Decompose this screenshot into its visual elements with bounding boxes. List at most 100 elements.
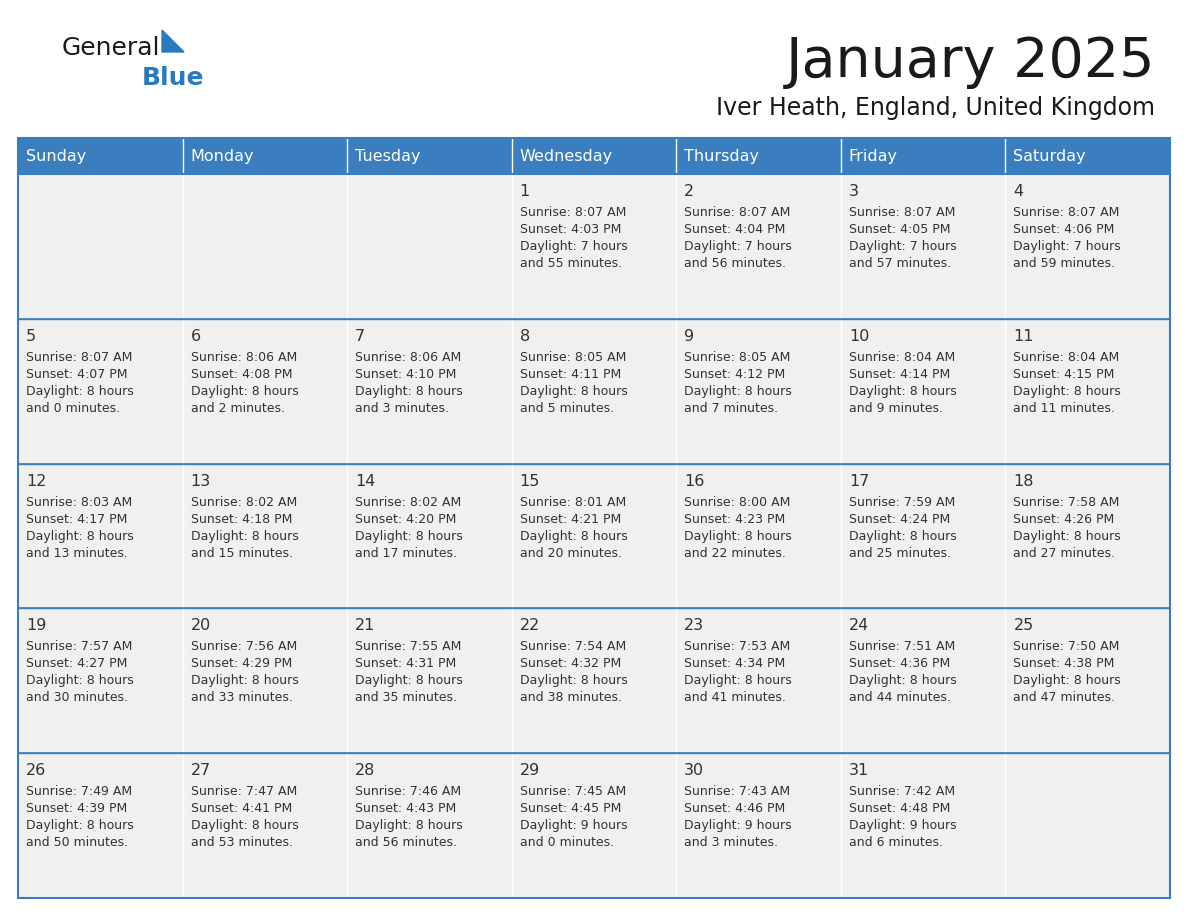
Text: and 5 minutes.: and 5 minutes. <box>519 402 614 415</box>
Bar <box>512 319 676 464</box>
Text: Sunset: 4:12 PM: Sunset: 4:12 PM <box>684 368 785 381</box>
Bar <box>1005 174 1170 319</box>
Bar <box>347 753 512 898</box>
Bar <box>18 319 183 464</box>
Text: Sunrise: 8:01 AM: Sunrise: 8:01 AM <box>519 496 626 509</box>
Text: 9: 9 <box>684 329 695 344</box>
Text: Sunset: 4:08 PM: Sunset: 4:08 PM <box>190 368 292 381</box>
Bar <box>841 319 1005 464</box>
Text: Sunrise: 8:06 AM: Sunrise: 8:06 AM <box>355 351 461 364</box>
Text: Sunset: 4:38 PM: Sunset: 4:38 PM <box>1013 657 1114 670</box>
Text: Monday: Monday <box>190 149 254 163</box>
Text: Daylight: 8 hours: Daylight: 8 hours <box>26 819 134 833</box>
Text: Daylight: 8 hours: Daylight: 8 hours <box>26 675 134 688</box>
Text: Daylight: 8 hours: Daylight: 8 hours <box>684 530 792 543</box>
Text: 21: 21 <box>355 619 375 633</box>
Text: Daylight: 8 hours: Daylight: 8 hours <box>1013 530 1121 543</box>
Bar <box>676 464 841 609</box>
Text: Sunrise: 8:05 AM: Sunrise: 8:05 AM <box>519 351 626 364</box>
Text: Saturday: Saturday <box>1013 149 1086 163</box>
Bar <box>18 174 183 319</box>
Text: and 0 minutes.: and 0 minutes. <box>26 402 120 415</box>
Bar <box>347 609 512 753</box>
Text: Daylight: 7 hours: Daylight: 7 hours <box>1013 240 1121 253</box>
Text: Sunset: 4:10 PM: Sunset: 4:10 PM <box>355 368 456 381</box>
Bar <box>1005 609 1170 753</box>
Text: Daylight: 8 hours: Daylight: 8 hours <box>519 530 627 543</box>
Text: 13: 13 <box>190 474 210 488</box>
Text: 3: 3 <box>849 184 859 199</box>
Text: Daylight: 8 hours: Daylight: 8 hours <box>684 675 792 688</box>
Text: Wednesday: Wednesday <box>519 149 613 163</box>
Text: Sunrise: 7:42 AM: Sunrise: 7:42 AM <box>849 785 955 798</box>
Text: Sunset: 4:07 PM: Sunset: 4:07 PM <box>26 368 127 381</box>
Bar <box>347 319 512 464</box>
Text: and 11 minutes.: and 11 minutes. <box>1013 402 1116 415</box>
Text: Sunset: 4:46 PM: Sunset: 4:46 PM <box>684 802 785 815</box>
Text: 17: 17 <box>849 474 870 488</box>
Text: 26: 26 <box>26 763 46 778</box>
Bar <box>676 319 841 464</box>
Text: Sunset: 4:06 PM: Sunset: 4:06 PM <box>1013 223 1114 236</box>
Text: Daylight: 8 hours: Daylight: 8 hours <box>355 530 463 543</box>
Text: and 20 minutes.: and 20 minutes. <box>519 546 621 560</box>
Text: Sunset: 4:31 PM: Sunset: 4:31 PM <box>355 657 456 670</box>
Text: Sunset: 4:04 PM: Sunset: 4:04 PM <box>684 223 785 236</box>
Text: and 25 minutes.: and 25 minutes. <box>849 546 950 560</box>
Bar <box>347 174 512 319</box>
Text: Sunrise: 7:46 AM: Sunrise: 7:46 AM <box>355 785 461 798</box>
Text: and 17 minutes.: and 17 minutes. <box>355 546 457 560</box>
Text: 10: 10 <box>849 329 870 344</box>
Text: Daylight: 8 hours: Daylight: 8 hours <box>190 819 298 833</box>
Bar <box>676 174 841 319</box>
Text: Daylight: 8 hours: Daylight: 8 hours <box>849 385 956 397</box>
Text: Daylight: 7 hours: Daylight: 7 hours <box>684 240 792 253</box>
Bar <box>18 138 1170 174</box>
Text: and 7 minutes.: and 7 minutes. <box>684 402 778 415</box>
Bar <box>18 138 1170 898</box>
Bar <box>841 753 1005 898</box>
Text: Sunset: 4:29 PM: Sunset: 4:29 PM <box>190 657 292 670</box>
Text: and 44 minutes.: and 44 minutes. <box>849 691 950 704</box>
Bar <box>512 609 676 753</box>
Text: Daylight: 8 hours: Daylight: 8 hours <box>1013 385 1121 397</box>
Bar <box>676 609 841 753</box>
Text: Sunrise: 7:54 AM: Sunrise: 7:54 AM <box>519 641 626 654</box>
Text: General: General <box>62 36 160 60</box>
Bar <box>1005 319 1170 464</box>
Text: Sunset: 4:32 PM: Sunset: 4:32 PM <box>519 657 621 670</box>
Text: Sunset: 4:48 PM: Sunset: 4:48 PM <box>849 802 950 815</box>
Text: 11: 11 <box>1013 329 1034 344</box>
Text: Sunset: 4:17 PM: Sunset: 4:17 PM <box>26 512 127 526</box>
Text: and 33 minutes.: and 33 minutes. <box>190 691 292 704</box>
Bar <box>512 464 676 609</box>
Text: and 47 minutes.: and 47 minutes. <box>1013 691 1116 704</box>
Text: 24: 24 <box>849 619 870 633</box>
Text: 25: 25 <box>1013 619 1034 633</box>
Text: and 2 minutes.: and 2 minutes. <box>190 402 285 415</box>
Text: and 22 minutes.: and 22 minutes. <box>684 546 786 560</box>
Text: Sunset: 4:24 PM: Sunset: 4:24 PM <box>849 512 950 526</box>
Text: Daylight: 8 hours: Daylight: 8 hours <box>1013 675 1121 688</box>
Text: Sunrise: 7:57 AM: Sunrise: 7:57 AM <box>26 641 132 654</box>
Text: Sunset: 4:20 PM: Sunset: 4:20 PM <box>355 512 456 526</box>
Text: 15: 15 <box>519 474 541 488</box>
Text: Blue: Blue <box>143 66 204 90</box>
Text: and 59 minutes.: and 59 minutes. <box>1013 257 1116 270</box>
Text: 14: 14 <box>355 474 375 488</box>
Text: 28: 28 <box>355 763 375 778</box>
Text: 31: 31 <box>849 763 870 778</box>
Text: Daylight: 9 hours: Daylight: 9 hours <box>684 819 792 833</box>
Text: and 55 minutes.: and 55 minutes. <box>519 257 621 270</box>
Text: Daylight: 8 hours: Daylight: 8 hours <box>355 675 463 688</box>
Text: Tuesday: Tuesday <box>355 149 421 163</box>
Text: Sunrise: 7:53 AM: Sunrise: 7:53 AM <box>684 641 790 654</box>
Text: and 56 minutes.: and 56 minutes. <box>355 836 457 849</box>
Bar <box>183 464 347 609</box>
Text: and 41 minutes.: and 41 minutes. <box>684 691 786 704</box>
Text: Sunrise: 7:58 AM: Sunrise: 7:58 AM <box>1013 496 1120 509</box>
Text: 19: 19 <box>26 619 46 633</box>
Text: Sunset: 4:11 PM: Sunset: 4:11 PM <box>519 368 621 381</box>
Text: and 53 minutes.: and 53 minutes. <box>190 836 292 849</box>
Text: Sunset: 4:43 PM: Sunset: 4:43 PM <box>355 802 456 815</box>
